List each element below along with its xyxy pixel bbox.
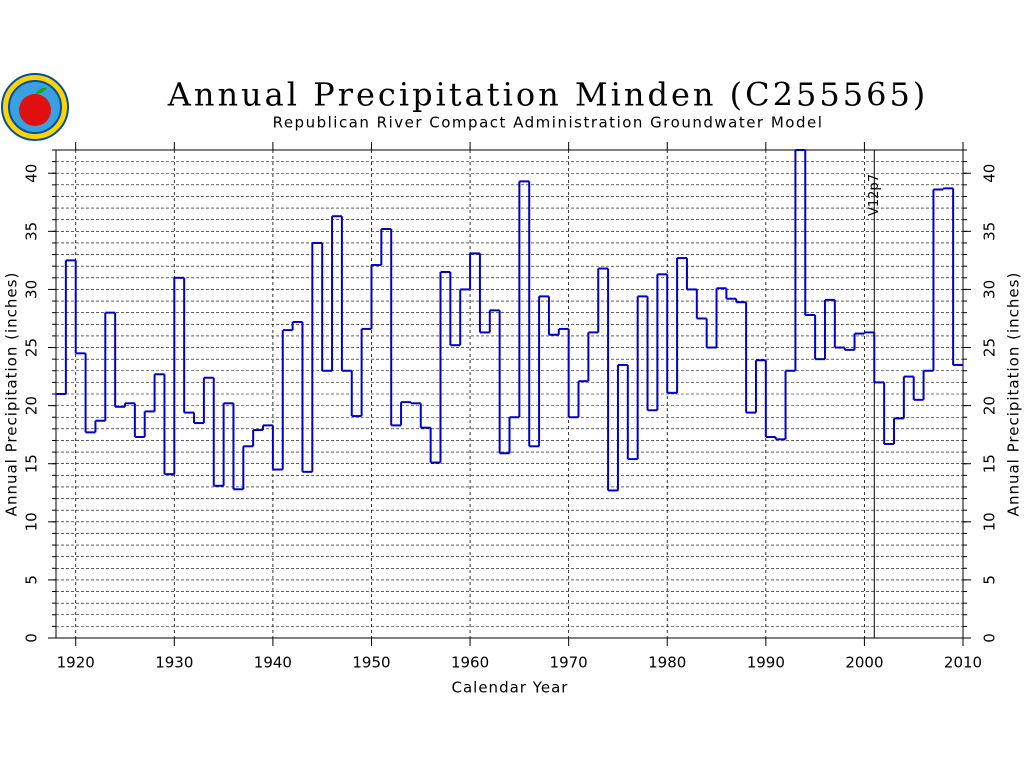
chart-title: Annual Precipitation Minden (C255565) — [167, 76, 929, 114]
x-tick-label: 1990 — [747, 654, 785, 672]
x-tick-label: 1940 — [254, 654, 292, 672]
y-axis-label: Annual Precipitation (inches) — [3, 272, 21, 517]
y-tick-label: 35 — [23, 222, 41, 241]
y-tick-label: 15 — [23, 454, 41, 473]
y-tick-label-right: 30 — [981, 280, 999, 299]
y-tick-label: 40 — [23, 164, 41, 183]
chart-subtitle: Republican River Compact Administration … — [273, 114, 824, 132]
x-tick-label: 1980 — [648, 654, 686, 672]
y-tick-label: 20 — [23, 396, 41, 415]
y-tick-label-right: 40 — [981, 164, 999, 183]
y-tick-label: 5 — [23, 575, 41, 585]
y-tick-label-right: 20 — [981, 396, 999, 415]
y-tick-label-right: 15 — [981, 454, 999, 473]
y-tick-label-right: 25 — [981, 338, 999, 357]
x-tick-label: 1950 — [352, 654, 390, 672]
y-tick-label: 10 — [23, 512, 41, 531]
x-axis-label: Calendar Year — [452, 679, 569, 697]
y-axis-label-right: Annual Precipitation (inches) — [1005, 272, 1023, 517]
y-tick-label-right: 0 — [981, 633, 999, 643]
y-tick-label-right: 35 — [981, 222, 999, 241]
logo — [1, 73, 69, 141]
x-tick-label: 1960 — [451, 654, 489, 672]
annotation-label: V12p7 — [867, 174, 882, 216]
x-tick-label: 1930 — [155, 654, 193, 672]
x-tick-label: 2000 — [845, 654, 883, 672]
y-tick-label: 25 — [23, 338, 41, 357]
x-tick-label: 1920 — [57, 654, 95, 672]
y-tick-label-right: 5 — [981, 575, 999, 585]
y-tick-label-right: 10 — [981, 512, 999, 531]
x-tick-label: 2010 — [944, 654, 982, 672]
y-tick-label: 30 — [23, 280, 41, 299]
y-tick-label: 0 — [23, 633, 41, 643]
x-tick-label: 1970 — [550, 654, 588, 672]
